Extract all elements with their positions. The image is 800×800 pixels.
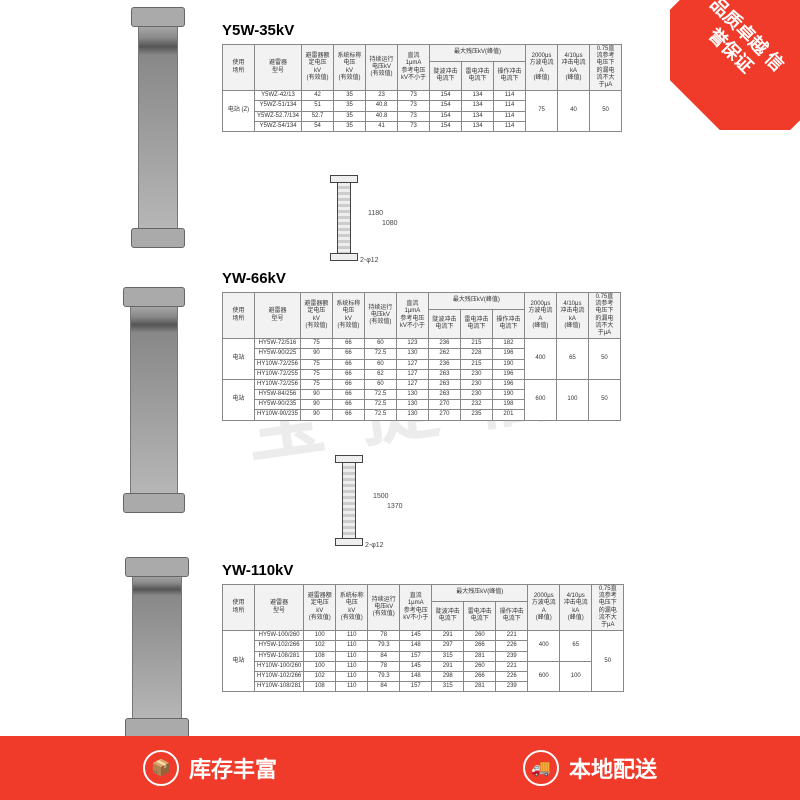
banner-item-delivery: 🚚 本地配送: [523, 750, 657, 786]
dim-label: 2-φ12: [360, 257, 379, 264]
dimension-diagram: [330, 175, 358, 261]
truck-icon: 🚚: [523, 750, 559, 786]
dim-label: 1180: [368, 210, 383, 217]
section-title: Y5W-35kV: [222, 22, 294, 39]
spec-table: 使用场所 避雷器型号 避雷器额定电压kV(有效值) 系统标称电压kV(有效值) …: [222, 44, 622, 132]
product-image: [138, 20, 178, 235]
dim-label: 2-φ12: [365, 542, 384, 549]
banner-label: 库存丰富: [189, 752, 277, 784]
dim-label: 1080: [382, 220, 398, 227]
section-title: YW-110kV: [222, 562, 293, 579]
box-icon: 📦: [143, 750, 179, 786]
dimension-diagram: [335, 455, 363, 546]
corner-badge: 品质卓越 信誉保证: [670, 0, 800, 130]
spec-table: 使用场所 避雷器型号 避雷器额定电压kV(有效值) 系统标称电压kV(有效值) …: [222, 292, 621, 421]
banner-label: 本地配送: [569, 752, 657, 784]
dim-label: 1370: [387, 503, 403, 510]
banner-item-stock: 📦 库存丰富: [143, 750, 277, 786]
bottom-banner: 📦 库存丰富 🚚 本地配送: [0, 736, 800, 800]
product-image: [130, 300, 178, 500]
spec-table: 使用场所 避雷器型号 避雷器额定电压kV(有效值) 系统标称电压kV(有效值) …: [222, 584, 624, 692]
product-image: [132, 570, 182, 725]
dim-label: 1500: [373, 493, 389, 500]
section-title: YW-66kV: [222, 270, 286, 287]
